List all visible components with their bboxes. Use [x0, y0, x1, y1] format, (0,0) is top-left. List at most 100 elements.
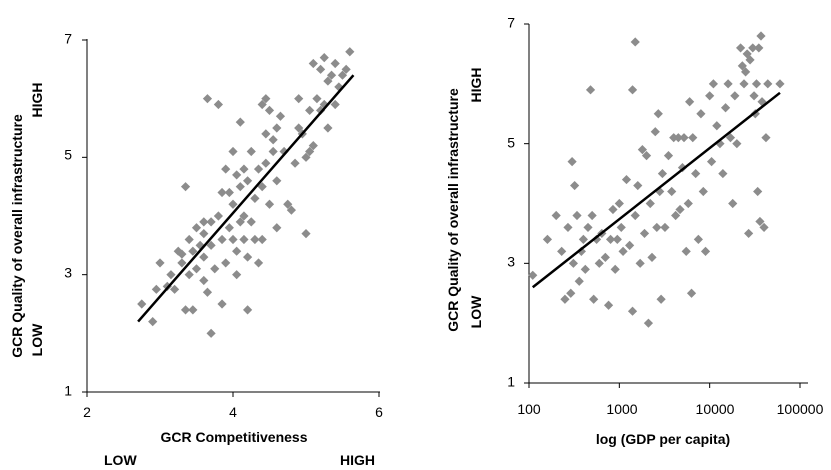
right-data-point: [563, 222, 573, 233]
right-data-point: [618, 246, 628, 256]
left-data-point: [319, 53, 329, 63]
left-y-axis-title: GCR Quality of overall infrastructure: [9, 114, 25, 358]
right-data-point: [688, 133, 698, 143]
right-data-point: [673, 133, 683, 143]
left-data-point: [243, 252, 253, 262]
right-data-point: [589, 294, 599, 304]
right-y-tick-label: 7: [507, 15, 515, 31]
right-data-point: [667, 186, 677, 197]
left-data-point: [294, 94, 304, 104]
right-y-tick-label: 3: [507, 254, 515, 270]
left-data-point: [341, 64, 351, 74]
left-data-point: [221, 258, 231, 268]
left-data-point: [253, 164, 264, 174]
left-data-point: [148, 317, 158, 327]
left-data-point: [191, 223, 202, 233]
right-data-point: [751, 79, 762, 89]
right-data-point: [643, 318, 654, 328]
left-data-point: [239, 211, 249, 221]
left-data-point: [261, 129, 271, 139]
left-data-point: [228, 199, 238, 209]
left-data-point: [268, 135, 278, 145]
right-x-tick-label: 100000: [777, 401, 824, 417]
right-data-point: [700, 246, 711, 256]
left-data-point: [334, 82, 344, 92]
right-data-point: [653, 109, 663, 119]
right-y-tick-marks: [524, 23, 529, 384]
right-data-point: [775, 79, 785, 89]
left-data-point: [213, 211, 223, 221]
left-data-point: [184, 270, 194, 280]
right-data-point: [570, 180, 580, 191]
left-y-axis-high-label: HIGH: [29, 83, 45, 118]
left-y-tick-label: 1: [64, 383, 72, 399]
left-data-point: [199, 217, 209, 227]
right-data-point: [728, 198, 738, 209]
right-data-point: [655, 186, 665, 197]
right-x-tick-label: 10000: [696, 401, 735, 417]
right-data-point: [557, 246, 567, 256]
left-data-point: [206, 328, 216, 338]
right-data-point: [608, 204, 618, 215]
left-data-point: [316, 105, 326, 115]
right-data-point: [712, 121, 722, 131]
right-data-point: [652, 222, 662, 233]
right-data-point: [610, 264, 620, 274]
left-data-point: [210, 264, 220, 274]
right-data-point: [737, 61, 747, 71]
left-x-tick-label: 2: [83, 404, 91, 420]
right-data-point: [645, 198, 655, 209]
right-data-point: [542, 234, 553, 244]
right-y-axis-low-label: LOW: [468, 295, 484, 328]
right-data-point: [574, 276, 584, 286]
left-data-point: [202, 94, 213, 104]
right-data-point: [693, 234, 703, 244]
left-y-axis-low-label: LOW: [29, 323, 45, 356]
left-data-point: [177, 249, 187, 259]
left-data-point: [137, 299, 147, 309]
left-data-point: [199, 252, 209, 262]
left-data-point: [199, 229, 209, 239]
left-series-points: [137, 47, 355, 338]
left-data-point: [155, 258, 165, 268]
left-x-tick-marks: [86, 392, 380, 397]
right-data-point: [755, 216, 765, 227]
right-data-point: [741, 67, 751, 77]
right-data-point: [732, 139, 742, 149]
left-data-point: [184, 234, 194, 245]
left-data-point: [206, 217, 216, 227]
right-y-tick-labels: 1 3 5 7: [507, 15, 515, 390]
right-data-point: [761, 133, 771, 143]
right-data-point: [686, 288, 697, 298]
left-data-point: [232, 270, 242, 280]
right-data-point: [663, 151, 674, 161]
left-x-tick-label: 6: [375, 404, 383, 420]
left-data-point: [224, 223, 234, 233]
right-data-point: [528, 270, 538, 280]
right-data-point: [681, 246, 691, 256]
right-data-point: [568, 258, 578, 268]
left-data-point: [301, 229, 311, 239]
right-data-point: [656, 294, 666, 304]
right-data-point: [572, 210, 582, 221]
right-data-point: [605, 234, 616, 244]
right-chart: 1 3 5 7 100 1000 10000 100000 log (GDP p…: [445, 15, 824, 447]
left-data-point: [330, 99, 340, 110]
left-data-point: [243, 305, 253, 315]
right-data-point: [600, 252, 610, 262]
right-data-point: [679, 133, 689, 143]
left-data-point: [177, 258, 187, 268]
left-data-point: [326, 70, 337, 80]
right-data-point: [580, 264, 590, 274]
right-data-point: [745, 55, 755, 65]
left-data-point: [275, 111, 286, 121]
left-x-axis-low-label: LOW: [104, 452, 137, 468]
right-data-point: [578, 234, 588, 244]
right-data-point: [696, 109, 706, 119]
right-x-axis-title: log (GDP per capita): [596, 431, 730, 447]
left-x-tick-label: 4: [229, 404, 237, 420]
right-data-point: [583, 222, 593, 233]
right-data-point: [587, 210, 597, 221]
left-data-point: [279, 146, 289, 157]
